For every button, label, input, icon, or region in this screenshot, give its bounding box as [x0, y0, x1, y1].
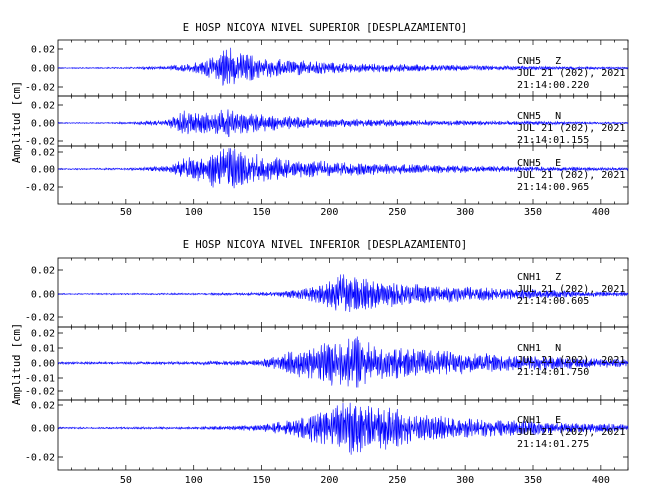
channel-time-label: 21:14:01.750: [517, 367, 589, 378]
channel-time-label: 21:14:00.605: [517, 296, 589, 307]
x-tick-label: 250: [388, 475, 406, 486]
channel-date-label: JUL 21 (202), 2021: [517, 68, 625, 79]
channel-station-label: CNH5 Z: [517, 56, 561, 67]
channel-date-label: JUL 21 (202), 2021: [517, 123, 625, 134]
chart-title: E HOSP NICOYA NIVEL INFERIOR [DESPLAZAMI…: [183, 239, 467, 251]
channel-time-label: 21:14:00.965: [517, 182, 589, 193]
channel-date-label: JUL 21 (202), 2021: [517, 427, 625, 438]
channel-date-label: JUL 21 (202), 2021: [517, 355, 625, 366]
x-tick-label: 350: [524, 207, 542, 218]
channel-date-label: JUL 21 (202), 2021: [517, 170, 625, 181]
component-code: E: [555, 158, 561, 169]
channel-time-label: 21:14:01.275: [517, 439, 589, 450]
x-tick-label: 100: [185, 475, 203, 486]
waveform-series: [57, 47, 629, 86]
y-tick-label: 0.02: [31, 401, 55, 412]
y-tick-label: -0.01: [25, 374, 55, 385]
y-tick-label: 0.00: [31, 165, 55, 176]
station-code: CNH1: [517, 343, 541, 354]
station-code: CNH5: [517, 56, 541, 67]
component-code: N: [555, 343, 561, 354]
y-tick-label: -0.02: [25, 83, 55, 94]
x-tick-label: 100: [185, 207, 203, 218]
y-tick-label: -0.02: [25, 387, 55, 398]
channel-station-label: CNH1 E: [517, 415, 561, 426]
chart-panel-1: E HOSP NICOYA NIVEL SUPERIOR [DESPLAZAMI…: [11, 22, 629, 218]
waveform-series: [57, 274, 629, 313]
y-tick-label: 0.00: [31, 119, 55, 130]
component-code: Z: [555, 56, 561, 67]
y-tick-label: 0.02: [31, 45, 55, 56]
waveform-series: [57, 336, 629, 388]
y-axis-label: Amplitud [cm]: [11, 81, 23, 163]
x-tick-label: 150: [253, 475, 271, 486]
y-tick-label: -0.02: [25, 137, 55, 148]
x-tick-label: 50: [120, 207, 132, 218]
station-code: CNH1: [517, 272, 541, 283]
station-code: CNH1: [517, 415, 541, 426]
y-tick-label: -0.02: [25, 453, 55, 464]
channel-station-label: CNH5 N: [517, 111, 561, 122]
x-tick-label: 200: [320, 207, 338, 218]
y-tick-label: 0.00: [31, 290, 55, 301]
y-tick-label: 0.01: [31, 344, 55, 355]
x-tick-label: 350: [524, 475, 542, 486]
channel-date-label: JUL 21 (202), 2021: [517, 284, 625, 295]
x-tick-label: 200: [320, 475, 338, 486]
x-tick-label: 300: [456, 475, 474, 486]
y-tick-label: 0.00: [31, 359, 55, 370]
y-tick-label: 0.02: [31, 148, 55, 159]
component-code: E: [555, 415, 561, 426]
x-tick-label: 150: [253, 207, 271, 218]
channel-time-label: 21:14:00.220: [517, 80, 589, 91]
component-code: N: [555, 111, 561, 122]
x-tick-label: 400: [592, 207, 610, 218]
channel-time-label: 21:14:01.155: [517, 135, 589, 146]
waveform-series: [57, 402, 629, 455]
y-tick-label: 0.02: [31, 329, 55, 340]
y-tick-label: 0.00: [31, 424, 55, 435]
component-code: Z: [555, 272, 561, 283]
x-tick-label: 250: [388, 207, 406, 218]
y-axis-label: Amplitud [cm]: [11, 323, 23, 405]
x-tick-label: 300: [456, 207, 474, 218]
chart-title: E HOSP NICOYA NIVEL SUPERIOR [DESPLAZAMI…: [183, 22, 467, 34]
station-code: CNH5: [517, 158, 541, 169]
channel-station-label: CNH5 E: [517, 158, 561, 169]
y-tick-label: -0.02: [25, 313, 55, 324]
x-tick-label: 400: [592, 475, 610, 486]
channel-station-label: CNH1 N: [517, 343, 561, 354]
y-tick-label: 0.00: [31, 64, 55, 75]
chart-panel-2: E HOSP NICOYA NIVEL INFERIOR [DESPLAZAMI…: [11, 239, 629, 486]
waveform-series: [57, 148, 629, 189]
waveform-series: [57, 109, 629, 138]
y-tick-label: 0.02: [31, 101, 55, 112]
y-tick-label: 0.02: [31, 266, 55, 277]
y-tick-label: -0.02: [25, 183, 55, 194]
channel-station-label: CNH1 Z: [517, 272, 561, 283]
station-code: CNH5: [517, 111, 541, 122]
x-tick-label: 50: [120, 475, 132, 486]
